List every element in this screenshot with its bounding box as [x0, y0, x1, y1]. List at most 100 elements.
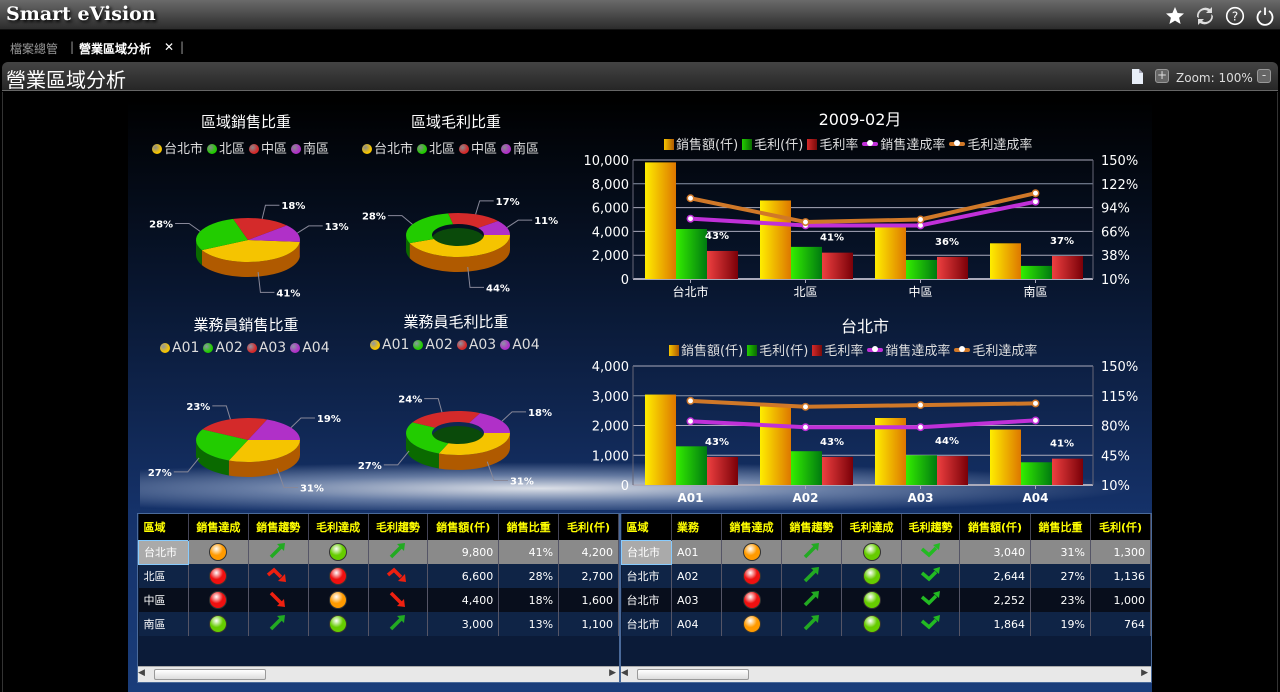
- bar: [990, 243, 1021, 279]
- column-header[interactable]: 銷售達成: [188, 514, 249, 540]
- table-row[interactable]: 北區 6,600 28% 2,700: [138, 564, 619, 588]
- bar: [791, 246, 822, 279]
- column-header[interactable]: 區域: [621, 514, 672, 540]
- cell-sales: 3,000: [427, 612, 500, 636]
- app-header: Smart eVision ?: [0, 0, 1280, 30]
- trend-down-icon: [268, 591, 288, 611]
- table-row[interactable]: 中區 4,400 18% 1,600: [138, 588, 619, 612]
- bar: [990, 429, 1021, 485]
- legend-marker: [867, 346, 884, 352]
- bar: [937, 256, 968, 279]
- column-header[interactable]: 毛利趨勢: [368, 514, 429, 540]
- column-header[interactable]: 毛利(仟): [1090, 514, 1151, 540]
- cell-profit-trend: [901, 612, 960, 636]
- bar: [906, 455, 937, 485]
- column-header[interactable]: 毛利趨勢: [901, 514, 960, 540]
- pie-leader-line: [501, 411, 527, 422]
- cell-profit: 1,136: [1090, 564, 1151, 588]
- pie-hole: [432, 228, 484, 250]
- cell-sales-share: 41%: [498, 540, 560, 564]
- cell-profit: 764: [1090, 612, 1151, 636]
- trend-up-icon: [802, 590, 822, 611]
- column-header[interactable]: 毛利達成: [841, 514, 902, 540]
- legend-label: 北區: [219, 142, 246, 157]
- app-title: Smart eVision: [6, 3, 156, 25]
- document-icon[interactable]: [1132, 69, 1143, 84]
- table-row[interactable]: 台北市 A03 2,252 23% 1,000: [621, 588, 1151, 612]
- legend-marker: [862, 140, 879, 146]
- table-row[interactable]: 南區 3,000 13% 1,100: [138, 612, 619, 636]
- legend-marker: [246, 343, 257, 353]
- column-header[interactable]: 毛利達成: [308, 514, 369, 540]
- bar: [937, 456, 968, 485]
- legend-marker: [203, 343, 214, 353]
- pie-slice-side: [228, 440, 300, 478]
- column-header[interactable]: 銷售趨勢: [781, 514, 842, 540]
- column-header[interactable]: 銷售達成: [721, 514, 782, 540]
- pie-slice: [228, 440, 300, 463]
- column-header[interactable]: 銷售趨勢: [248, 514, 309, 540]
- column-header[interactable]: 毛利(仟): [558, 514, 619, 540]
- table-row[interactable]: 台北市 A01 3,040 31% 1,300: [621, 539, 1151, 565]
- horizontal-scrollbar[interactable]: ◀ ▶: [621, 666, 1151, 682]
- table-row[interactable]: 台北市 9,800 41% 4,200: [138, 539, 619, 565]
- page-title: 營業區域分析: [6, 68, 126, 92]
- close-tab-icon[interactable]: ✕: [164, 40, 175, 54]
- pie-slice: [478, 220, 510, 235]
- pie-title: 業務員毛利比重: [403, 313, 509, 331]
- pie-legend: 台北市 北區 中區 南區: [358, 138, 539, 157]
- column-header[interactable]: 銷售比重: [498, 514, 560, 540]
- pie-leader-line: [276, 468, 298, 488]
- horizontal-scrollbar[interactable]: ◀ ▶: [138, 666, 619, 682]
- bar: [645, 394, 676, 485]
- cell-profit: 1,300: [1090, 540, 1151, 564]
- cell-profit-trend: [901, 588, 960, 612]
- pie-legend: 台北市 北區 中區 南區: [148, 138, 329, 157]
- cell-sales-achievement: [721, 612, 782, 636]
- y-left-tick-label: 10,000: [584, 154, 630, 169]
- column-header[interactable]: 銷售額(仟): [427, 514, 500, 540]
- help-icon[interactable]: ?: [1225, 6, 1245, 26]
- column-header[interactable]: 銷售比重: [1030, 514, 1091, 540]
- x-tick-label: A02: [793, 491, 819, 505]
- cell-sales: 1,864: [959, 612, 1031, 636]
- star-icon[interactable]: [1165, 6, 1185, 26]
- cell-profit-trend: [368, 588, 429, 612]
- tab-file-explorer[interactable]: 檔案總管: [10, 42, 59, 56]
- power-icon[interactable]: [1255, 6, 1275, 26]
- tab-sales-region-analysis[interactable]: 營業區域分析: [79, 42, 152, 56]
- line-point: [686, 417, 695, 426]
- pie-slice: [412, 411, 481, 428]
- bar: [1052, 458, 1083, 485]
- line-point: [916, 401, 925, 410]
- bar: [760, 406, 791, 485]
- legend-label: 毛利達成率: [972, 344, 1038, 359]
- legend-marker: [417, 144, 428, 154]
- cell-profit-trend: [901, 540, 960, 564]
- zoom-in-button[interactable]: +: [1155, 68, 1169, 83]
- cell-sales-achievement: [188, 612, 249, 636]
- legend-label: 台北市: [164, 142, 204, 157]
- column-header[interactable]: 銷售額(仟): [959, 514, 1031, 540]
- legend-label: 北區: [429, 142, 456, 157]
- column-header[interactable]: 區域: [138, 514, 189, 540]
- column-header[interactable]: 業務: [671, 514, 722, 540]
- trend-check-icon: [919, 614, 943, 635]
- status-light-orange: [329, 591, 348, 609]
- pie-leader-line: [387, 215, 413, 225]
- y-right-tick-label: 94%: [1101, 202, 1130, 217]
- cell-profit-trend: [368, 564, 429, 588]
- trend-check-icon: [919, 542, 943, 563]
- trend-up-icon: [802, 566, 822, 587]
- scrollbar-thumb[interactable]: [637, 669, 749, 680]
- table-row[interactable]: 台北市 A04 1,864 19% 764: [621, 612, 1151, 636]
- rep-table: 區域 業務 銷售達成 銷售趨勢 毛利達成 毛利趨勢 銷售額(仟) 銷售比重 毛利(仟) 台北市 A0…: [620, 513, 1152, 683]
- line-point: [686, 214, 695, 223]
- legend-point: [959, 346, 966, 352]
- zoom-out-button[interactable]: -: [1257, 69, 1271, 83]
- table-row[interactable]: 台北市 A02 2,644 27% 1,136: [621, 564, 1151, 588]
- pie-title: 區域銷售比重: [200, 113, 291, 131]
- refresh-icon[interactable]: [1195, 6, 1215, 26]
- x-tick-label: 中區: [908, 284, 932, 299]
- scrollbar-thumb[interactable]: [154, 669, 266, 680]
